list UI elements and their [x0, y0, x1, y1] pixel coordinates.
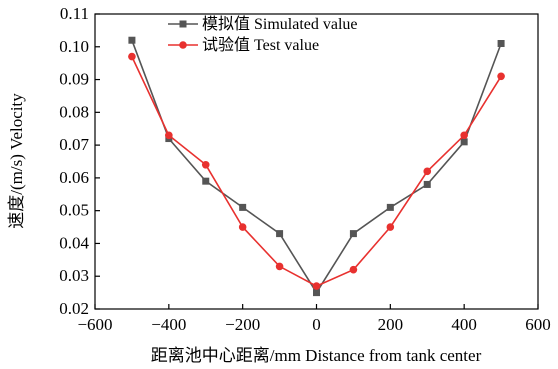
- data-point-test: [165, 131, 173, 140]
- y-tick-label: 0.02: [59, 299, 89, 318]
- data-point-test: [386, 223, 395, 231]
- y-tick-label: 0.11: [60, 4, 89, 23]
- plot-frame: [94, 13, 539, 310]
- x-tick-label: 600: [525, 315, 551, 334]
- x-tick-label: 400: [451, 315, 477, 334]
- y-axis-title: 速度/(m/s) Velocity: [7, 93, 26, 229]
- data-point-test: [312, 282, 321, 290]
- axis-ticks: −600 −400 −200 0 200 400 600 0.02 0.03 0.04 0.05 0.…: [59, 4, 551, 334]
- legend-marker-square: [179, 20, 187, 28]
- data-point-simulated: [386, 203, 394, 211]
- series-line-1: [131, 39, 502, 295]
- data-point-test: [238, 223, 247, 231]
- data-point-test: [497, 72, 505, 81]
- y-tick-label: 0.08: [59, 102, 89, 121]
- series-line-2: [131, 56, 502, 287]
- x-axis-title: 距离池中心距离/mm Distance from tank center: [151, 346, 482, 365]
- x-tick-label: 0: [312, 315, 321, 334]
- data-point-simulated: [202, 177, 210, 185]
- y-tick-label: 0.03: [59, 266, 89, 285]
- data-point-simulated: [313, 289, 320, 297]
- data-point-test: [349, 265, 358, 274]
- data-point-simulated: [497, 40, 505, 47]
- x-tick-label: −600: [77, 315, 112, 334]
- x-tick-label: −200: [225, 315, 260, 334]
- data-point-simulated: [276, 230, 284, 238]
- legend-marker-circle: [179, 41, 187, 49]
- legend-label: 模拟值 Simulated value: [202, 15, 358, 33]
- y-tick-label: 0.10: [59, 37, 89, 56]
- series-group: [128, 36, 505, 297]
- y-tick-label: 0.07: [59, 135, 89, 154]
- x-tick-label: −400: [151, 315, 186, 334]
- data-point-test: [460, 131, 468, 140]
- y-tick-label: 0.06: [59, 168, 89, 187]
- y-tick-label: 0.05: [59, 201, 89, 220]
- y-tick-label: 0.09: [59, 70, 89, 89]
- data-point-simulated: [460, 138, 468, 146]
- data-point-test: [128, 52, 136, 61]
- legend-label: 试验值 Test value: [202, 36, 319, 54]
- legend: 模拟值 Simulated value 试验值 Test value: [168, 15, 358, 54]
- data-point-simulated: [349, 230, 357, 238]
- data-point-simulated: [128, 36, 136, 44]
- data-point-test: [275, 262, 284, 271]
- data-point-test: [423, 167, 432, 176]
- data-point-simulated: [239, 203, 247, 211]
- data-point-simulated: [423, 180, 431, 188]
- x-tick-label: 200: [378, 315, 404, 334]
- data-point-test: [201, 160, 210, 169]
- y-tick-label: 0.04: [59, 233, 89, 252]
